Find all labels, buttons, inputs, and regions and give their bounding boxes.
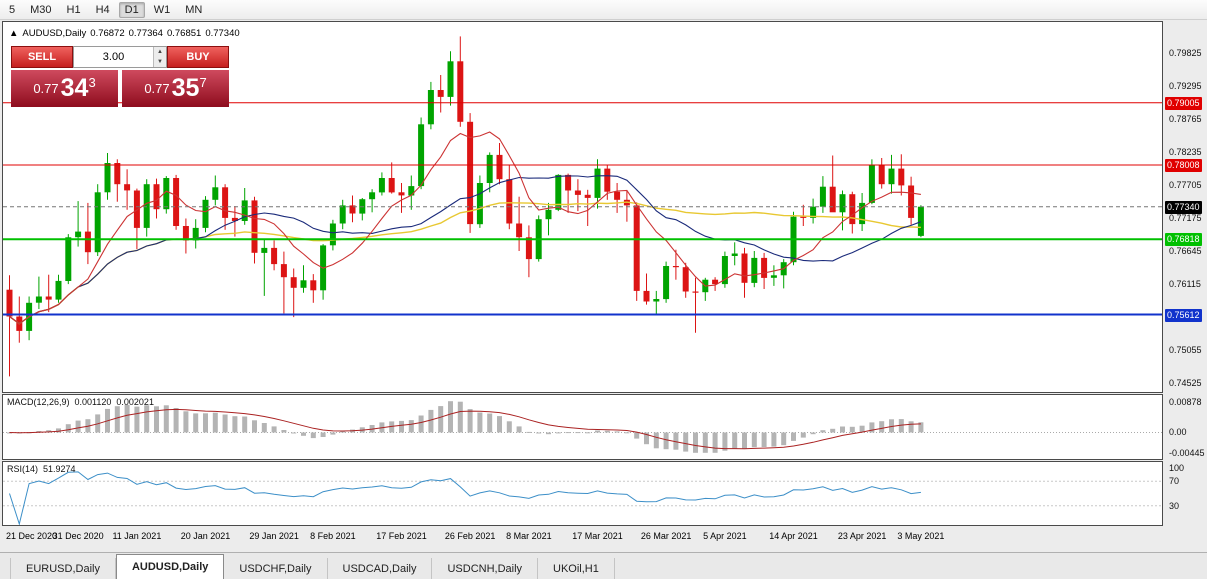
rsi-axis-label: 70 — [1169, 476, 1180, 487]
price-axis-tick: 0.78235 — [1169, 146, 1202, 157]
bid-price-big: 34 — [60, 74, 89, 102]
date-axis-label: 21 Dec 2020 — [6, 531, 58, 541]
price-level-badge: 0.78008 — [1165, 159, 1202, 172]
macd-axis-label: -0.00445 — [1169, 448, 1205, 458]
macd-label: MACD(12,26,9) 0.001120 0.002021 — [7, 397, 159, 407]
symbol-marker-icon: ▲ — [9, 28, 19, 39]
volume-value[interactable]: 3.00 — [102, 51, 125, 63]
macd-main-value: 0.001120 — [74, 397, 112, 407]
chart-symbol-label: AUDUSD,Daily — [22, 28, 87, 39]
ohlc-high: 0.77364 — [128, 28, 163, 39]
price-axis-tick: 0.78765 — [1169, 113, 1202, 124]
date-axis[interactable]: 21 Dec 2020 31 Dec 2020 11 Jan 2021 20 Jan … — [2, 527, 1163, 546]
spinner-up-icon[interactable]: ▲ — [154, 47, 166, 57]
date-axis-label: 3 May 2021 — [897, 531, 945, 541]
ask-price-prefix: 0.77 — [144, 81, 170, 96]
rsi-axis-label: 30 — [1169, 500, 1180, 511]
price-axis-tick: 0.77705 — [1169, 179, 1202, 190]
date-axis-label: 26 Mar 2021 — [640, 531, 692, 541]
volume-spinner[interactable]: ▲ ▼ — [153, 47, 166, 67]
macd-axis-label: 0.00 — [1169, 427, 1187, 438]
chart-tab-eurusd[interactable]: EURUSD,Daily — [10, 558, 116, 579]
date-axis-label: 11 Jan 2021 — [112, 531, 162, 541]
volume-control[interactable]: 3.00 ▲ ▼ — [73, 46, 167, 68]
price-axis-tick: 0.79295 — [1169, 80, 1202, 91]
rsi-panel: RSI(14) 51.9274 — [2, 461, 1163, 526]
ask-price-big: 35 — [171, 74, 200, 102]
ohlc-open: 0.76872 — [90, 28, 125, 39]
current-price-badge: 0.77340 — [1165, 200, 1202, 214]
chart-tab-audusd[interactable]: AUDUSD,Daily — [115, 554, 225, 579]
bid-price-pip: 3 — [88, 75, 96, 90]
timeframe-button-h4[interactable]: H4 — [95, 3, 110, 16]
timeframe-button-w1[interactable]: W1 — [153, 3, 171, 16]
date-axis-label: 29 Jan 2021 — [249, 531, 299, 541]
candlestick-chart[interactable] — [3, 22, 1162, 392]
chart-tab-bar: EURUSD,Daily AUDUSD,Daily USDCHF,Daily USDC… — [0, 552, 1207, 579]
rsi-name: RSI(14) — [7, 464, 39, 474]
price-level-badge: 0.76818 — [1165, 233, 1202, 247]
price-axis-tick: 0.76115 — [1169, 279, 1201, 290]
macd-panel: MACD(12,26,9) 0.001120 0.002021 — [2, 394, 1163, 460]
macd-name: MACD(12,26,9) — [7, 397, 70, 407]
one-click-trading-panel: SELL 3.00 ▲ ▼ BUY 0.77 34 3 0.77 35 7 — [11, 46, 229, 107]
chart-tab-usdcad[interactable]: USDCAD,Daily — [328, 558, 433, 579]
bid-price[interactable]: 0.77 34 3 — [11, 70, 118, 107]
date-axis-label: 8 Mar 2021 — [506, 531, 552, 541]
date-axis-label: 26 Feb 2021 — [444, 531, 496, 541]
macd-chart[interactable] — [3, 395, 1162, 459]
timeframe-button-mn[interactable]: MN — [185, 3, 203, 16]
date-axis-label: 8 Feb 2021 — [310, 531, 356, 541]
chart-tab-usdcnh[interactable]: USDCNH,Daily — [432, 558, 539, 579]
ask-price[interactable]: 0.77 35 7 — [122, 70, 229, 107]
price-axis-tick: 0.74525 — [1169, 378, 1202, 389]
chart-tab-usdchf[interactable]: USDCHF,Daily — [224, 558, 328, 579]
timeframe-button-m30[interactable]: M30 — [30, 3, 52, 16]
macd-axis-label: 0.00878 — [1169, 397, 1202, 407]
main-chart-panel: ▲ AUDUSD,Daily 0.76872 0.77364 0.76851 0.7734… — [2, 21, 1163, 393]
price-level-badge: 0.79005 — [1165, 96, 1202, 110]
bid-price-prefix: 0.77 — [33, 81, 59, 96]
date-axis-label: 5 Apr 2021 — [703, 531, 747, 541]
ohlc-close: 0.77340 — [205, 28, 240, 39]
rsi-axis-label: 100 — [1169, 463, 1185, 473]
price-axis[interactable]: 0.79825 0.79295 0.78765 0.78235 0.77705 0.771… — [1164, 21, 1207, 548]
date-axis-label: 14 Apr 2021 — [769, 531, 818, 541]
price-level-badge: 0.75612 — [1165, 308, 1202, 322]
timeframe-toolbar: 5 M30 H1 H4 D1 W1 MN — [0, 0, 1207, 20]
price-axis-tick: 0.75055 — [1169, 345, 1202, 356]
chart-tab-ukoil[interactable]: UKOil,H1 — [538, 558, 615, 579]
date-axis-label: 31 Dec 2020 — [52, 531, 104, 541]
price-axis-tick: 0.77175 — [1169, 212, 1202, 223]
price-axis-tick: 0.79825 — [1169, 47, 1202, 58]
rsi-value: 51.9274 — [43, 464, 76, 474]
rsi-chart[interactable] — [3, 462, 1162, 525]
spinner-down-icon[interactable]: ▼ — [154, 57, 166, 67]
ohlc-low: 0.76851 — [166, 28, 202, 39]
ask-price-pip: 7 — [199, 75, 207, 90]
buy-button[interactable]: BUY — [167, 46, 229, 68]
rsi-label: RSI(14) 51.9274 — [7, 464, 81, 474]
date-axis-label: 20 Jan 2021 — [180, 531, 231, 541]
timeframe-button-h1[interactable]: H1 — [66, 3, 81, 16]
chart-ohlc-header: ▲ AUDUSD,Daily 0.76872 0.77364 0.76851 0.7734… — [9, 28, 244, 39]
date-axis-label: 23 Apr 2021 — [837, 531, 887, 541]
sell-button[interactable]: SELL — [11, 46, 73, 68]
price-axis-tick: 0.76645 — [1169, 246, 1202, 257]
date-axis-label: 17 Feb 2021 — [376, 531, 427, 541]
macd-signal-value: 0.002021 — [116, 397, 154, 407]
timeframe-button-5[interactable]: 5 — [9, 3, 16, 16]
timeframe-button-d1[interactable]: D1 — [118, 1, 145, 18]
date-axis-label: 17 Mar 2021 — [572, 531, 623, 541]
